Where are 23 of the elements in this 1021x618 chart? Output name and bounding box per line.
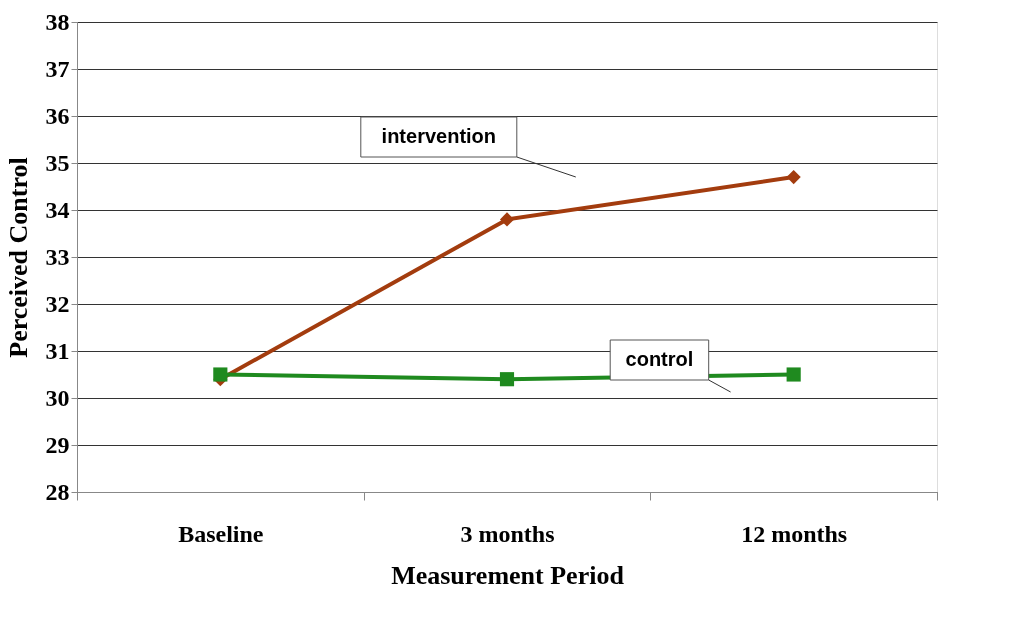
series-label: control: [625, 348, 694, 370]
y-tick-label: 32: [45, 290, 70, 317]
y-tick-label: 35: [45, 149, 70, 176]
y-tick-label: 36: [45, 102, 70, 129]
point: [213, 367, 228, 382]
point: [499, 212, 515, 227]
x-tick-label: Baseline: [178, 520, 264, 547]
y-axis-title: Perceived Control: [3, 157, 33, 358]
y-tick-label: 31: [45, 337, 70, 364]
y-tick-label: 38: [45, 8, 70, 35]
point: [786, 170, 801, 185]
text: intervention: [381, 125, 497, 147]
x-tick-label: 3 months: [460, 520, 555, 547]
y-tick-label: 29: [45, 431, 70, 458]
y-tick-label: 28: [45, 478, 70, 505]
y-tick-label: 37: [45, 55, 70, 82]
y-tick-label: 34: [45, 196, 70, 223]
point: [786, 367, 801, 382]
point: [499, 372, 515, 387]
y-tick-label: 33: [45, 243, 70, 270]
x-axis-title: Measurement Period: [391, 560, 625, 590]
x-tick-label: 12 months: [741, 520, 848, 547]
y-tick-label: 30: [45, 384, 70, 411]
